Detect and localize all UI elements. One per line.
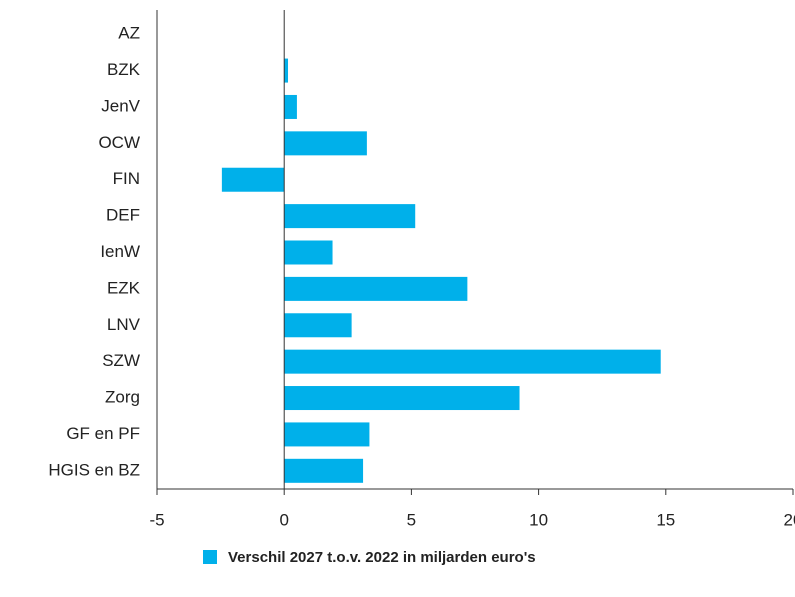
y-tick-label: LNV [107,315,141,334]
legend-label: Verschil 2027 t.o.v. 2022 in miljarden e… [228,549,536,566]
y-tick-label: AZ [118,24,140,43]
y-tick-label: GF en PF [66,424,140,443]
bar [284,94,297,119]
bar [284,313,352,338]
y-tick-label: BZK [107,60,141,79]
bar [284,58,289,83]
x-tick-label: 20 [784,510,795,529]
bar [221,167,285,192]
y-tick-label: OCW [98,133,140,152]
bar [284,422,370,447]
x-tick-label: 10 [529,510,548,529]
y-tick-label: FIN [113,169,140,188]
bar [284,204,416,229]
bar [284,386,520,411]
y-tick-label: Zorg [105,388,140,407]
bar [284,349,661,374]
y-tick-label: HGIS en BZ [48,460,140,479]
bar [284,240,333,265]
y-tick-label: SZW [102,351,140,370]
x-tick-label: -5 [149,510,164,529]
bar [284,458,364,483]
bar [284,276,468,301]
y-tick-label: JenV [101,96,140,115]
y-tick-label: EZK [107,278,141,297]
x-tick-label: 5 [407,510,416,529]
x-tick-label: 0 [279,510,288,529]
x-tick-label: 15 [656,510,675,529]
bar [284,131,367,156]
y-tick-label: DEF [106,206,140,225]
legend-swatch [203,550,217,564]
y-tick-label: IenW [100,242,140,261]
